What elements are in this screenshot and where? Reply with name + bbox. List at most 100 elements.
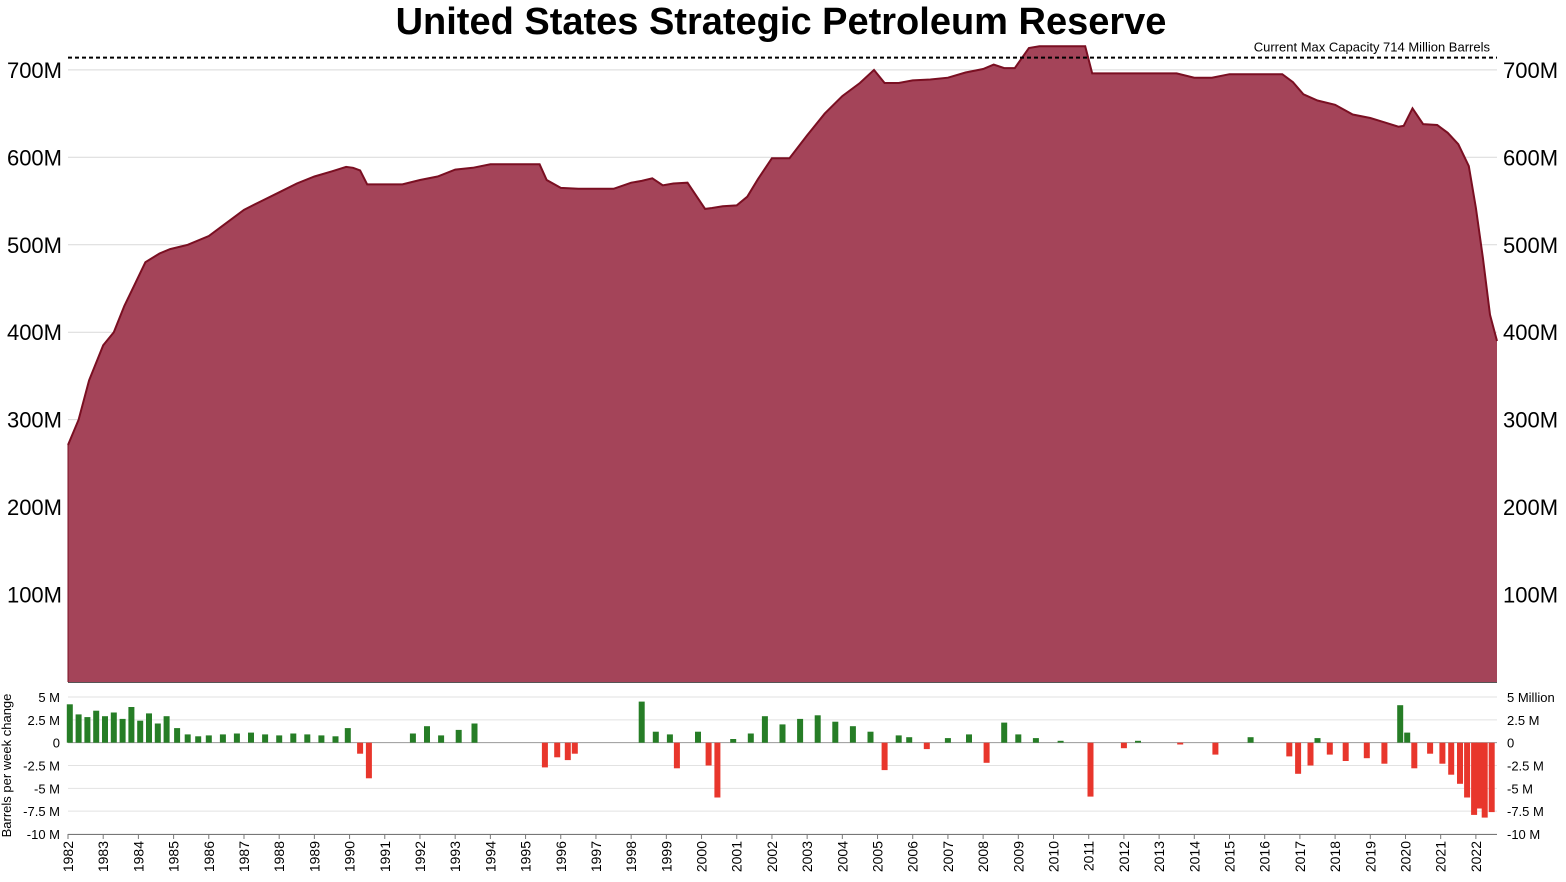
year-label: 2021 bbox=[1433, 841, 1449, 872]
sub-y-tick-right: 2.5 M bbox=[1507, 713, 1540, 728]
weekly-change-bar bbox=[895, 735, 902, 743]
weekly-change-bar bbox=[1326, 742, 1333, 755]
year-label: 1989 bbox=[306, 841, 322, 872]
weekly-change-bar bbox=[695, 731, 701, 743]
main-y-tick-right: 300M bbox=[1503, 408, 1558, 433]
year-label: 1985 bbox=[166, 841, 182, 872]
weekly-change-bar bbox=[1177, 742, 1184, 745]
weekly-change-bar bbox=[1001, 722, 1008, 743]
weekly-change-bar bbox=[184, 734, 191, 743]
year-axis: 1982 1983 1984 1985 1986 1987 1988 1989 1990 1991… bbox=[60, 834, 1497, 872]
year-label: 1994 bbox=[482, 841, 498, 872]
weekly-change-bar bbox=[424, 726, 430, 743]
main-y-tick-left: 500M bbox=[7, 233, 62, 258]
year-label: 2010 bbox=[1046, 841, 1062, 872]
year-label: 2022 bbox=[1468, 841, 1484, 872]
weekly-change-bar bbox=[923, 742, 930, 750]
main-y-tick-right: 400M bbox=[1503, 320, 1558, 345]
weekly-change-bar bbox=[1307, 742, 1314, 766]
sub-y-tick-left: -10 M bbox=[27, 827, 60, 842]
weekly-change-bar bbox=[93, 710, 100, 743]
weekly-change-bar bbox=[714, 742, 721, 798]
weekly-change-bar bbox=[1363, 742, 1370, 759]
weekly-change-bar bbox=[357, 742, 364, 754]
weekly-change-bar bbox=[471, 723, 478, 743]
weekly-change-bar bbox=[344, 728, 351, 743]
weekly-change-bar bbox=[1342, 742, 1349, 761]
weekly-change-bar bbox=[666, 734, 673, 743]
weekly-change-bar bbox=[564, 742, 571, 761]
sub-y-tick-right: 5 Million bbox=[1507, 690, 1555, 705]
year-label: 1984 bbox=[130, 841, 146, 872]
weekly-change-bar bbox=[174, 728, 181, 743]
weekly-change-bar bbox=[128, 707, 135, 743]
main-y-tick-left: 600M bbox=[7, 145, 62, 170]
weekly-change-bar bbox=[1247, 737, 1254, 743]
year-label: 2008 bbox=[975, 841, 991, 872]
sub-y-tick-right: -5 M bbox=[1507, 781, 1533, 796]
year-label: 1983 bbox=[95, 841, 111, 872]
year-label: 1999 bbox=[658, 841, 674, 872]
weekly-change-bar bbox=[1381, 742, 1388, 764]
weekly-change-bar bbox=[1397, 705, 1404, 743]
weekly-change-bar bbox=[455, 729, 462, 743]
main-y-tick-right: 600M bbox=[1503, 145, 1558, 170]
weekly-change-bar bbox=[1427, 742, 1434, 754]
year-label: 2004 bbox=[834, 841, 850, 872]
weekly-change-bar bbox=[1448, 742, 1455, 775]
weekly-change-bar bbox=[332, 736, 339, 743]
year-label: 1986 bbox=[201, 841, 217, 872]
weekly-change-bar bbox=[110, 712, 117, 743]
main-panel-y-ticks: 100M 100M 200M 200M 300M 300M 400M 400M 500M 500M… bbox=[7, 58, 1558, 608]
weekly-change-bar bbox=[1120, 742, 1127, 749]
weekly-change-bar bbox=[154, 723, 161, 743]
year-label: 2019 bbox=[1362, 841, 1378, 872]
weekly-change-bar bbox=[1404, 732, 1411, 743]
year-label: 1982 bbox=[60, 841, 76, 872]
weekly-change-bar bbox=[205, 735, 212, 743]
year-label: 1996 bbox=[553, 841, 569, 872]
year-label: 2015 bbox=[1222, 841, 1238, 872]
sub-y-tick-left: 2.5 M bbox=[27, 713, 60, 728]
sub-y-axis-label: Barrels per week change bbox=[0, 694, 14, 838]
weekly-change-bar bbox=[1057, 740, 1064, 743]
year-label: 2009 bbox=[1010, 841, 1026, 872]
main-y-tick-right: 500M bbox=[1503, 233, 1558, 258]
year-label: 1991 bbox=[377, 841, 393, 872]
weekly-change-bar bbox=[146, 713, 152, 743]
weekly-change-bar bbox=[163, 716, 170, 743]
weekly-change-bar bbox=[1314, 738, 1321, 743]
max-capacity-label: Current Max Capacity 714 Million Barrels bbox=[1254, 40, 1491, 55]
year-label: 2018 bbox=[1327, 841, 1343, 872]
year-label: 1988 bbox=[271, 841, 287, 872]
main-y-tick-left: 700M bbox=[7, 58, 62, 83]
main-y-tick-right: 100M bbox=[1503, 583, 1558, 608]
sub-y-tick-left: 0 bbox=[53, 736, 60, 751]
weekly-change-bar bbox=[1286, 742, 1293, 757]
weekly-change-bar bbox=[638, 701, 645, 743]
year-label: 2013 bbox=[1151, 841, 1167, 872]
sub-y-tick-right: 0 bbox=[1507, 736, 1514, 751]
weekly-change-bar bbox=[1032, 738, 1039, 743]
weekly-change-bar bbox=[906, 737, 913, 743]
weekly-change-bar bbox=[966, 734, 972, 743]
weekly-change-bar bbox=[438, 735, 445, 743]
weekly-change-bar bbox=[797, 718, 804, 743]
weekly-change-bar bbox=[1464, 742, 1471, 798]
weekly-change-bar bbox=[1087, 742, 1094, 797]
weekly-change-bar bbox=[944, 738, 951, 743]
year-label: 2003 bbox=[799, 841, 815, 872]
year-label: 1990 bbox=[342, 841, 358, 872]
weekly-change-bar bbox=[290, 733, 297, 743]
main-panel-inventory-area bbox=[67, 45, 1498, 683]
weekly-change-bar bbox=[102, 716, 108, 743]
year-label: 1998 bbox=[623, 841, 639, 872]
weekly-change-bar bbox=[219, 734, 226, 743]
weekly-change-bar bbox=[276, 735, 283, 743]
weekly-change-bar bbox=[1212, 742, 1219, 755]
weekly-change-bar bbox=[1476, 742, 1483, 809]
weekly-change-bar bbox=[554, 742, 561, 758]
year-label: 2012 bbox=[1116, 841, 1132, 872]
main-y-tick-left: 200M bbox=[7, 495, 62, 520]
